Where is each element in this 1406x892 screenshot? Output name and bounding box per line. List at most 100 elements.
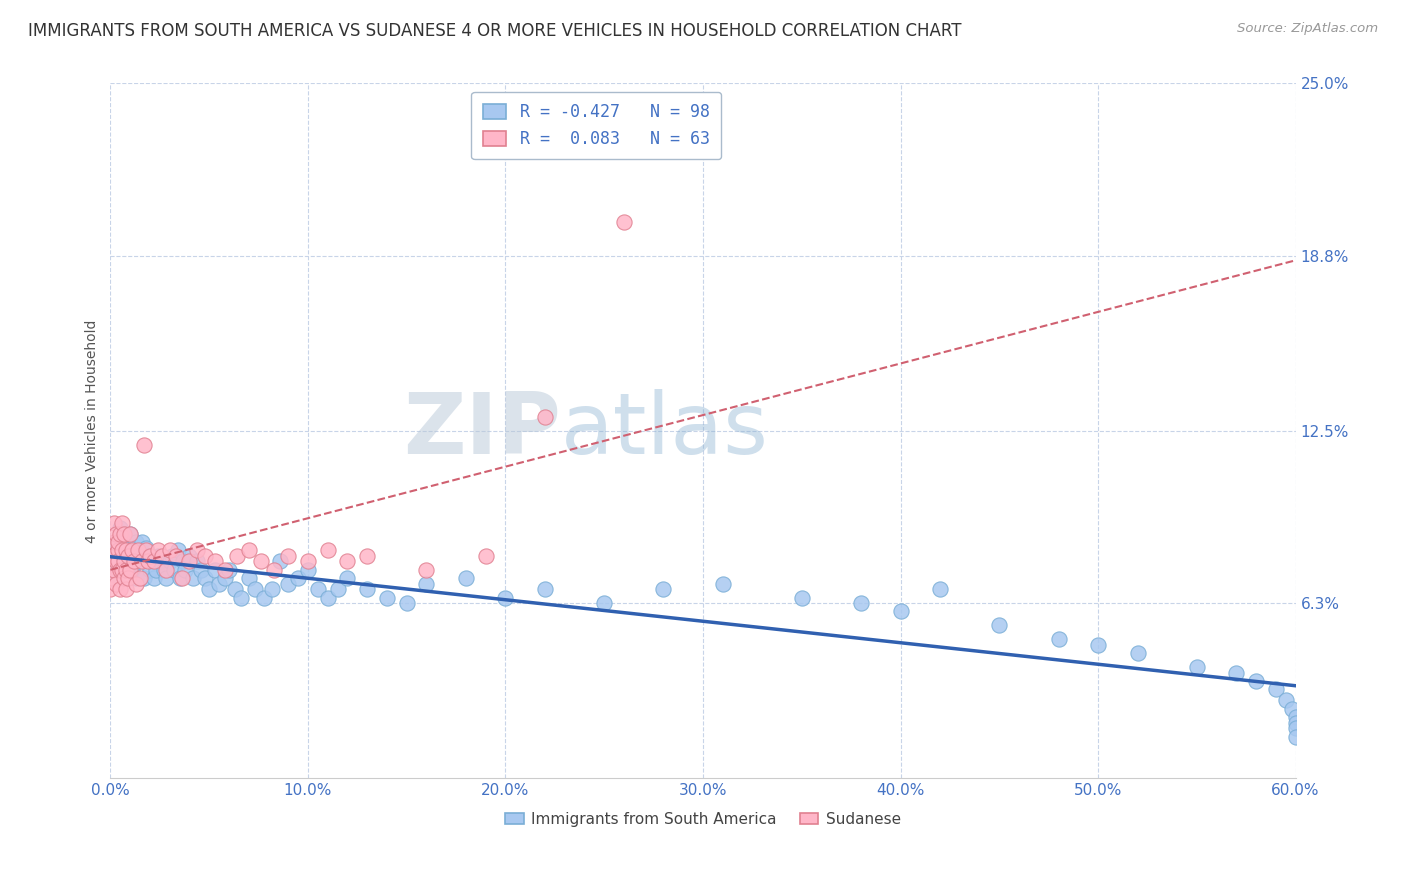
Point: [117, 571, 139, 585]
Point: [849, 596, 872, 610]
Point: [105, 535, 128, 549]
Point: [174, 563, 197, 577]
Point: [249, 554, 271, 568]
Point: [101, 571, 124, 585]
Point: [262, 582, 284, 597]
Point: [204, 563, 226, 577]
Point: [495, 591, 517, 605]
Point: [135, 541, 157, 555]
Point: [1126, 646, 1149, 660]
Point: [117, 543, 139, 558]
Point: [159, 543, 181, 558]
Point: [711, 576, 734, 591]
Point: [127, 549, 149, 563]
Point: [107, 568, 129, 582]
Point: [179, 549, 201, 563]
Point: [162, 563, 184, 577]
Point: [225, 549, 247, 563]
Point: [112, 554, 135, 568]
Point: [169, 571, 191, 585]
Point: [100, 582, 122, 597]
Point: [131, 535, 153, 549]
Point: [356, 582, 378, 597]
Point: [122, 554, 145, 568]
Point: [198, 582, 221, 597]
Point: [103, 516, 125, 530]
Point: [316, 591, 339, 605]
Point: [186, 554, 208, 568]
Point: [297, 563, 319, 577]
Point: [103, 535, 125, 549]
Point: [166, 543, 188, 558]
Point: [613, 215, 636, 229]
Point: [146, 549, 169, 563]
Point: [326, 582, 349, 597]
Point: [115, 563, 138, 577]
Point: [127, 543, 149, 558]
Point: [115, 549, 138, 563]
Point: [112, 571, 135, 585]
Point: [889, 605, 911, 619]
Point: [204, 554, 226, 568]
Point: [121, 543, 143, 558]
Point: [117, 549, 139, 563]
Point: [129, 571, 152, 585]
Point: [142, 571, 165, 585]
Point: [929, 582, 952, 597]
Point: [173, 554, 195, 568]
Point: [125, 571, 148, 585]
Point: [415, 576, 437, 591]
Text: atlas: atlas: [561, 389, 769, 473]
Point: [105, 554, 128, 568]
Point: [790, 591, 813, 605]
Point: [287, 571, 309, 585]
Point: [121, 563, 143, 577]
Point: [1284, 730, 1306, 744]
Point: [115, 543, 138, 558]
Text: ZIP: ZIP: [404, 389, 561, 473]
Point: [129, 554, 152, 568]
Point: [110, 535, 132, 549]
Point: [336, 554, 359, 568]
Point: [1264, 682, 1286, 697]
Point: [214, 563, 236, 577]
Point: [194, 571, 217, 585]
Point: [155, 571, 177, 585]
Point: [120, 551, 142, 566]
Point: [1047, 632, 1070, 647]
Point: [110, 582, 132, 597]
Point: [110, 526, 132, 541]
Point: [117, 560, 139, 574]
Point: [110, 521, 132, 535]
Point: [121, 543, 143, 558]
Point: [111, 554, 134, 568]
Point: [131, 554, 153, 568]
Point: [120, 526, 142, 541]
Point: [111, 543, 134, 558]
Point: [112, 563, 135, 577]
Text: IMMIGRANTS FROM SOUTH AMERICA VS SUDANESE 4 OR MORE VEHICLES IN HOUSEHOLD CORREL: IMMIGRANTS FROM SOUTH AMERICA VS SUDANES…: [28, 22, 962, 40]
Point: [1087, 638, 1109, 652]
Point: [152, 563, 174, 577]
Point: [150, 549, 173, 563]
Point: [101, 549, 124, 563]
Point: [988, 618, 1011, 632]
Point: [194, 549, 217, 563]
Point: [136, 549, 159, 563]
Point: [297, 554, 319, 568]
Point: [395, 596, 418, 610]
Point: [132, 571, 155, 585]
Point: [112, 526, 135, 541]
Point: [1284, 721, 1306, 735]
Point: [356, 549, 378, 563]
Point: [110, 563, 132, 577]
Point: [107, 554, 129, 568]
Point: [135, 543, 157, 558]
Text: Source: ZipAtlas.com: Source: ZipAtlas.com: [1237, 22, 1378, 36]
Point: [179, 554, 201, 568]
Point: [1274, 693, 1296, 707]
Y-axis label: 4 or more Vehicles in Household: 4 or more Vehicles in Household: [86, 319, 100, 542]
Point: [107, 549, 129, 563]
Point: [125, 576, 148, 591]
Point: [253, 591, 276, 605]
